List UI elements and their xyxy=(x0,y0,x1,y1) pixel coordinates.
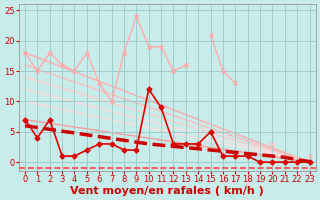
X-axis label: Vent moyen/en rafales ( km/h ): Vent moyen/en rafales ( km/h ) xyxy=(70,186,264,196)
